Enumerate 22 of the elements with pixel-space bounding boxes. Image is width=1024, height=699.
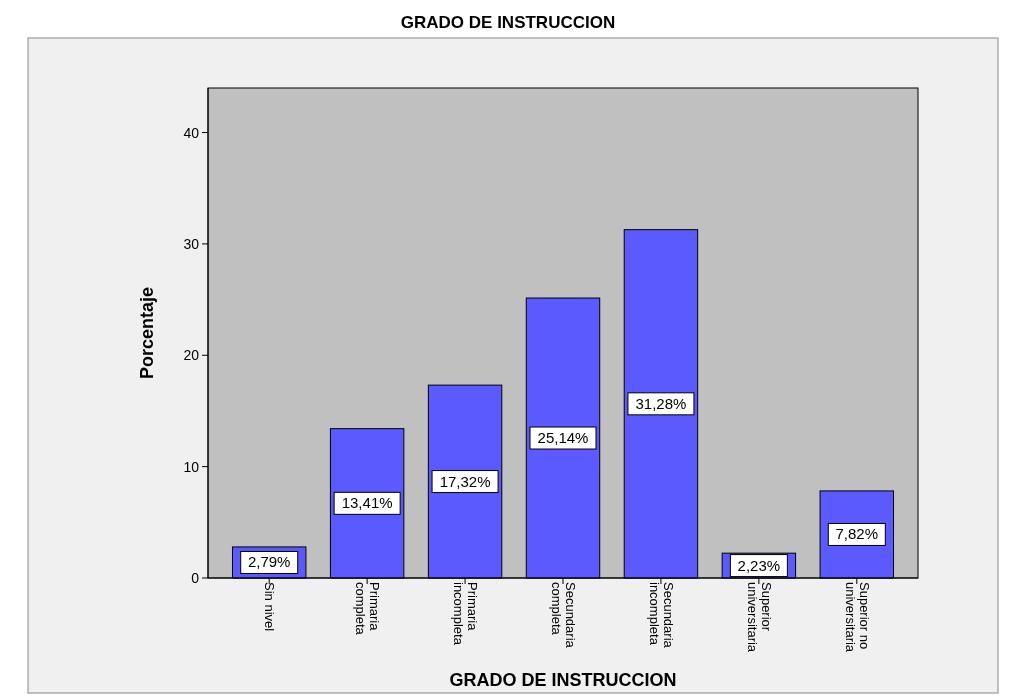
data-label: 17,32% bbox=[439, 472, 491, 490]
y-tick-label: 40 bbox=[183, 124, 200, 141]
chart-title: GRADO DE INSTRUCCION bbox=[400, 13, 616, 32]
y-tick-label: 0 bbox=[191, 570, 200, 586]
data-label: 25,14% bbox=[537, 429, 589, 447]
data-label: 2,79% bbox=[247, 553, 291, 571]
x-tick-label: Secundaria incompleta bbox=[646, 582, 676, 649]
y-axis-title: Porcentaje bbox=[137, 286, 157, 380]
y-tick-label: 20 bbox=[183, 347, 200, 364]
x-tick-label: Primaria incompleta bbox=[451, 582, 481, 646]
y-tick-label: 10 bbox=[183, 458, 200, 475]
x-tick-label: Superior no universitaria bbox=[842, 582, 872, 653]
data-label: 2,23% bbox=[737, 556, 781, 574]
y-tick-label: 30 bbox=[183, 235, 200, 252]
x-tick-label: Sin nivel bbox=[262, 582, 278, 632]
x-axis-title: GRADO DE INSTRUCCION bbox=[449, 670, 677, 690]
data-label: 13,41% bbox=[341, 494, 393, 512]
x-tick-label: Superior universitaria bbox=[744, 582, 774, 653]
data-label: 7,82% bbox=[835, 525, 879, 543]
x-tick-label: Primaria completa bbox=[353, 582, 383, 636]
data-label: 31,28% bbox=[635, 394, 687, 412]
x-tick-label: Secundaria completa bbox=[549, 582, 578, 649]
